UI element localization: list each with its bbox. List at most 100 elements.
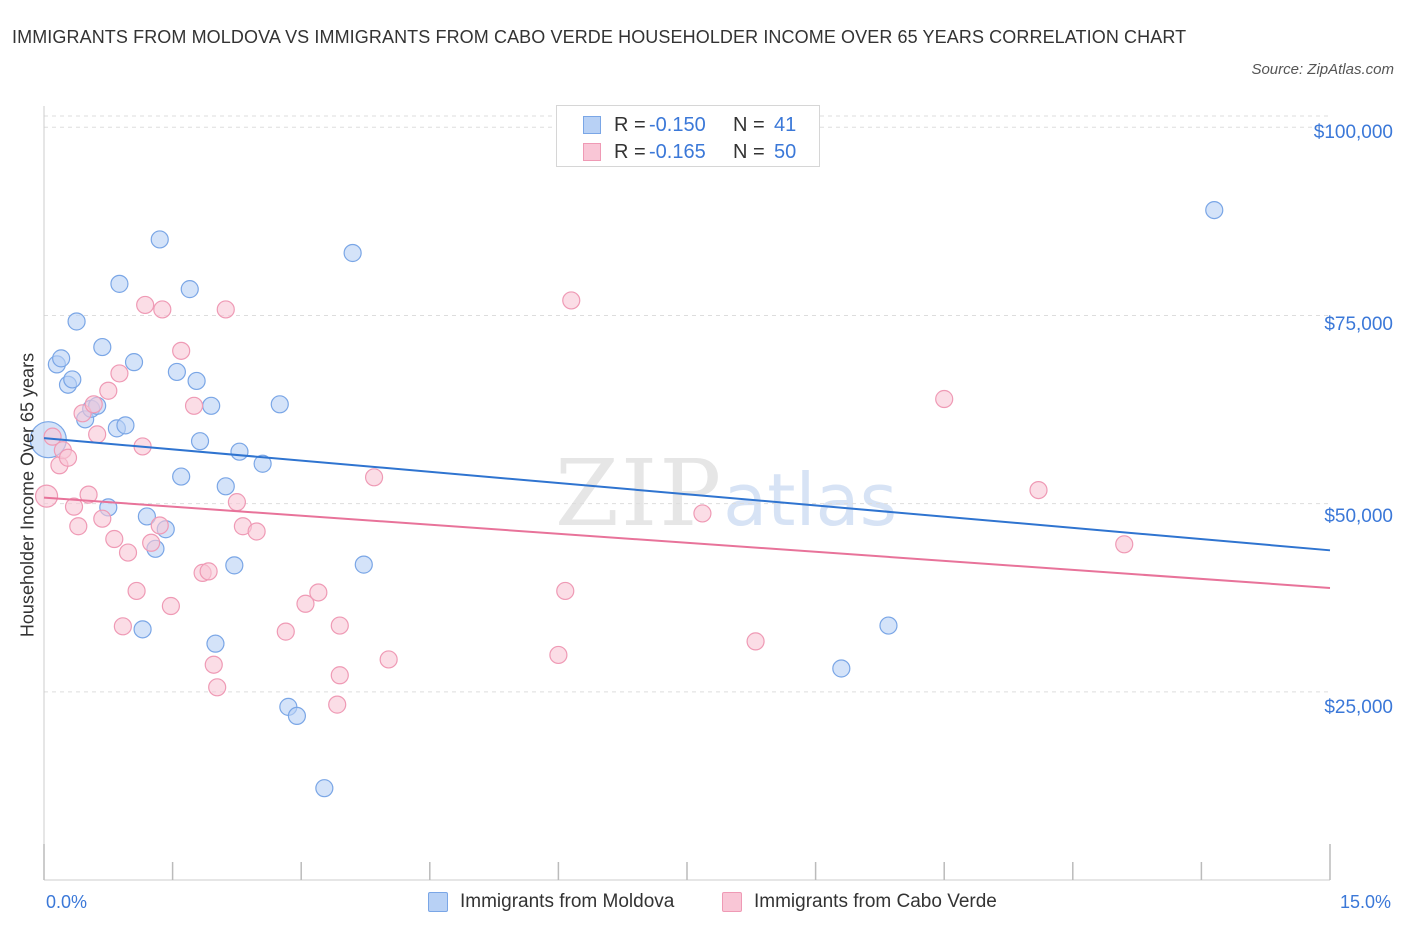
point-caboverde — [247, 522, 266, 541]
point-caboverde — [34, 484, 59, 508]
point-moldova — [167, 362, 186, 382]
point-moldova — [190, 432, 210, 451]
axes — [43, 106, 1331, 881]
y-tick-label-25000: $25,000 — [1324, 697, 1393, 718]
point-moldova — [172, 467, 191, 486]
point-moldova — [354, 555, 373, 574]
point-moldova — [67, 312, 86, 331]
point-caboverde — [562, 291, 581, 310]
point-caboverde — [379, 650, 398, 669]
y-axis-label: Householder Income Over 65 years — [17, 352, 38, 638]
y-tick-label-100000: $100,000 — [1313, 122, 1393, 143]
r-value: -0.150 — [649, 114, 706, 136]
point-caboverde — [1029, 480, 1048, 500]
point-caboverde — [161, 596, 180, 616]
point-caboverde — [58, 448, 78, 467]
y-tick-label-50000: $50,000 — [1324, 506, 1393, 527]
point-caboverde — [208, 678, 227, 697]
point-moldova — [202, 396, 221, 415]
point-moldova — [343, 243, 362, 263]
point-caboverde — [79, 485, 98, 504]
point-caboverde — [204, 655, 223, 674]
trend-lines — [43, 437, 1331, 589]
legend-swatch-caboverde — [583, 143, 601, 161]
point-caboverde — [88, 425, 107, 444]
point-caboverde — [43, 427, 62, 446]
point-moldova — [133, 620, 152, 639]
point-caboverde — [216, 300, 235, 319]
point-caboverde — [99, 381, 118, 400]
point-moldova — [116, 416, 135, 435]
r-label: R = — [614, 141, 646, 163]
series-moldova-points — [29, 200, 1224, 798]
legend-swatch-moldova — [428, 892, 448, 912]
point-caboverde — [1115, 535, 1134, 554]
point-caboverde — [364, 468, 384, 487]
point-caboverde — [118, 543, 138, 562]
x-tick-label-min: 0.0% — [46, 892, 88, 912]
point-caboverde — [330, 616, 349, 635]
point-moldova — [180, 280, 199, 299]
r-value: -0.165 — [649, 141, 706, 163]
trend-line-caboverde — [43, 496, 1331, 589]
gridlines — [44, 115, 1330, 693]
r-label: R = — [614, 114, 646, 136]
legend-swatch-moldova — [583, 116, 601, 134]
point-caboverde — [93, 509, 112, 528]
n-label: N = — [733, 114, 765, 136]
point-caboverde — [746, 632, 765, 651]
legend-row-moldova: R = -0.150 N = 41 — [557, 112, 819, 138]
point-caboverde — [142, 533, 161, 552]
point-moldova — [879, 616, 898, 635]
point-moldova — [110, 274, 129, 293]
point-caboverde — [136, 295, 155, 315]
legend-swatch-caboverde — [722, 892, 742, 912]
n-value: 50 — [774, 141, 797, 163]
point-moldova — [187, 371, 206, 391]
series-legend: Immigrants from Moldova Immigrants from … — [0, 888, 1406, 916]
point-caboverde — [69, 517, 88, 536]
point-caboverde — [328, 695, 347, 714]
point-moldova — [206, 634, 225, 653]
series-caboverde-points — [34, 291, 1134, 714]
point-moldova — [270, 395, 289, 414]
point-moldova — [63, 370, 82, 389]
point-caboverde — [556, 581, 575, 601]
point-caboverde — [309, 583, 328, 602]
point-caboverde — [150, 516, 169, 535]
point-moldova — [93, 337, 112, 357]
point-moldova — [52, 349, 71, 368]
legend-row-caboverde: R = -0.165 N = 50 — [557, 139, 819, 165]
point-caboverde — [199, 562, 218, 581]
point-caboverde — [549, 645, 568, 665]
point-caboverde — [935, 389, 954, 409]
point-moldova — [137, 507, 156, 526]
n-label: N = — [733, 141, 765, 163]
point-caboverde — [105, 529, 124, 549]
point-caboverde — [64, 497, 84, 516]
chart-title: IMMIGRANTS FROM MOLDOVA VS IMMIGRANTS FR… — [12, 27, 1187, 47]
point-moldova — [315, 779, 334, 798]
point-moldova — [124, 353, 144, 372]
point-caboverde — [127, 581, 146, 601]
point-caboverde — [113, 617, 132, 636]
point-caboverde — [227, 493, 246, 512]
point-moldova — [225, 556, 244, 575]
point-moldova — [1205, 200, 1224, 220]
source-label: Source: ZipAtlas.com — [1251, 61, 1394, 78]
point-moldova — [150, 230, 169, 249]
point-caboverde — [330, 666, 349, 685]
point-caboverde — [296, 594, 315, 613]
point-caboverde — [172, 341, 191, 360]
y-tick-label-75000: $75,000 — [1324, 314, 1393, 335]
point-caboverde — [110, 364, 129, 383]
point-moldova — [230, 442, 249, 461]
point-caboverde — [184, 396, 204, 415]
point-moldova — [216, 477, 235, 496]
trend-line-moldova — [43, 437, 1331, 552]
watermark: ZIPatlas — [555, 440, 897, 547]
x-tick-label-max: 15.0% — [1340, 892, 1392, 912]
correlation-legend: R = -0.150 N = 41 R = -0.165 N = 50 — [556, 105, 820, 167]
legend-label-moldova: Immigrants from Moldova — [460, 891, 675, 912]
